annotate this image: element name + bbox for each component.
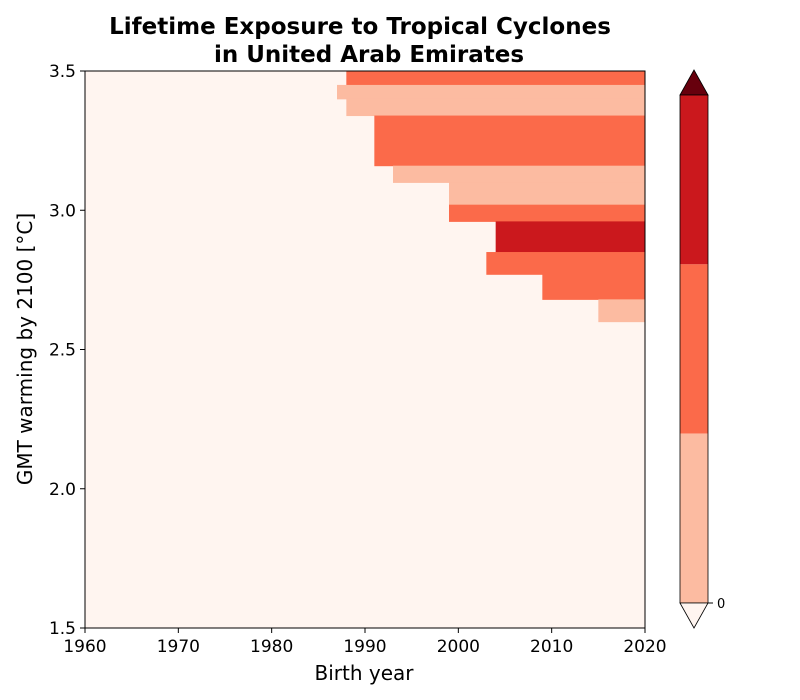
chart-title-line1: Lifetime Exposure to Tropical Cyclones: [109, 14, 611, 40]
colorbar-segment-0: [680, 95, 708, 265]
x-tick-label-1: 1970: [157, 637, 200, 657]
colorbar-tick-label: 0: [717, 597, 725, 612]
heatmap-band-4: [393, 165, 645, 183]
y-axis: 1.5 2.0 2.5 3.0 3.5: [49, 62, 85, 639]
y-tick-label-4: 3.5: [49, 62, 76, 82]
heatmap-band-0: [346, 71, 645, 86]
colorbar-extend-bottom: [679, 602, 709, 629]
x-tick-label-0: 1960: [63, 637, 106, 657]
y-axis-label: GMT warming by 2100 [°C]: [13, 213, 37, 485]
heatmap-band-7: [495, 221, 645, 253]
heatmap-band-1: [337, 84, 645, 100]
heatmap-band-9: [542, 274, 645, 300]
y-tick-label-1: 2.0: [49, 480, 76, 500]
y-tick-label-2: 2.5: [49, 341, 76, 361]
heatmap-band-6: [449, 204, 645, 222]
colorbar-segment-1: [680, 264, 708, 434]
plot-area: [85, 71, 645, 628]
colorbar-extend-top: [679, 69, 709, 96]
x-tick-label-6: 2020: [623, 637, 666, 657]
chart-title-line2: in United Arab Emirates: [214, 42, 524, 68]
colorbar: 0: [679, 69, 725, 629]
y-tick-label-0: 1.5: [49, 619, 76, 639]
y-tick-label-3: 3.0: [49, 201, 76, 221]
heatmap-band-8: [486, 252, 645, 275]
heatmap-band-5: [449, 182, 645, 206]
x-axis-label: Birth year: [315, 661, 415, 685]
heatmap-band-3: [374, 115, 645, 167]
x-tick-label-5: 2010: [530, 637, 573, 657]
colorbar-segment-2: [680, 433, 708, 603]
x-tick-label-2: 1980: [250, 637, 293, 657]
heatmap-band-2: [346, 98, 645, 117]
x-tick-label-3: 1990: [343, 637, 386, 657]
x-axis: 1960 1970 1980 1990 2000 2010 2020: [63, 628, 667, 657]
heatmap-band-10: [598, 299, 645, 323]
x-tick-label-4: 2000: [437, 637, 480, 657]
